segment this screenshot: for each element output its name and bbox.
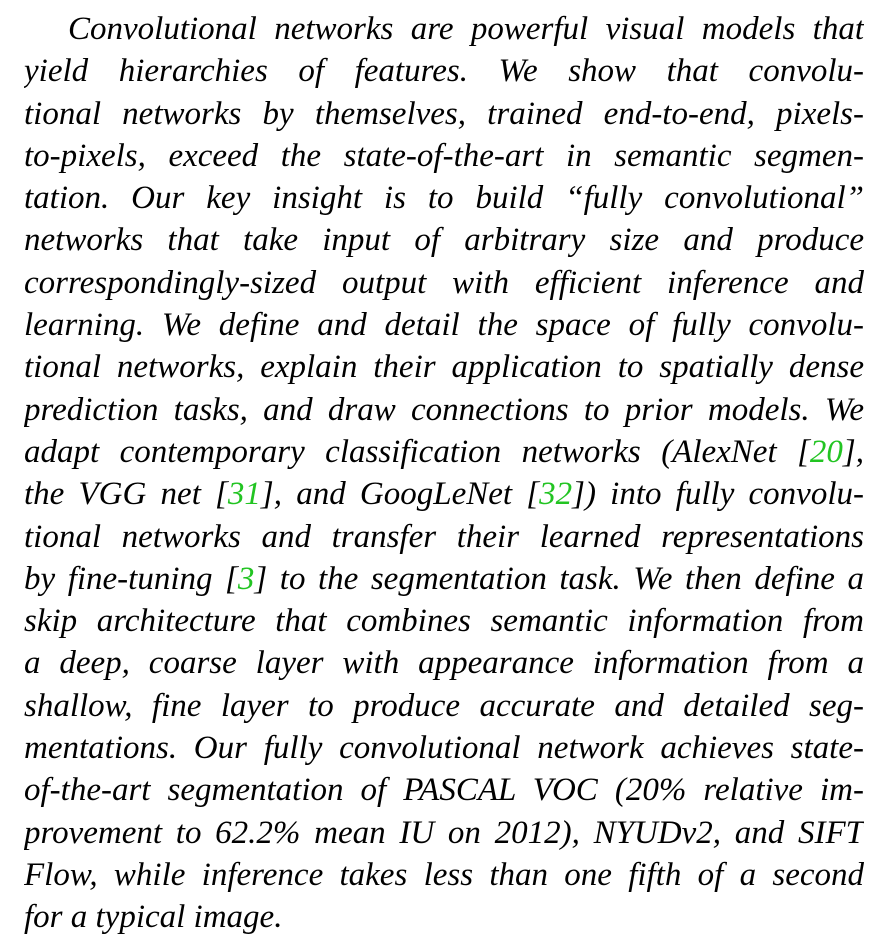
abstract-paragraph: Convolutional networks are powerful visu… — [24, 8, 864, 939]
text-line: skip architecture that combines semantic… — [24, 603, 864, 640]
text-line: to-pixels, exceed the state-of-the-art i… — [24, 137, 864, 174]
citation-link-32[interactable]: 32 — [539, 476, 573, 513]
text-line: mentations. Our fully convolutional netw… — [24, 730, 864, 767]
text-line: a deep, coarse layer with appearance inf… — [24, 645, 864, 682]
text-line: Flow, while inference takes less than on… — [24, 856, 864, 893]
citation-link-20[interactable]: 20 — [809, 433, 843, 470]
text-fragment: ]) into fully convolu- — [572, 476, 864, 513]
text-fragment: ], and GoogLeNet [ — [260, 476, 540, 513]
text-line: provement to 62.2% mean IU on 2012), NYU… — [24, 814, 864, 851]
text-fragment: ], — [842, 433, 864, 470]
citation-link-31[interactable]: 31 — [227, 476, 261, 513]
text-line: learning. We define and detail the space… — [24, 307, 864, 344]
text-line: correspondingly-sized output with effici… — [24, 264, 864, 301]
text-line: for a typical image. — [24, 899, 283, 936]
text-line: Convolutional networks are powerful visu… — [68, 11, 864, 47]
text-line: tation. Our key insight is to build “ful… — [24, 180, 864, 217]
text-line: yield hierarchies of features. We show t… — [24, 53, 864, 90]
text-line: shallow, fine layer to produce accurate … — [24, 687, 864, 724]
text-line: tional networks by themselves, trained e… — [24, 95, 864, 132]
text-line: by fine-tuning [3] to the segmentation t… — [24, 558, 864, 600]
text-line: networks that take input of arbitrary si… — [24, 222, 864, 259]
text-line: adapt contemporary classification networ… — [24, 431, 864, 473]
text-line: the VGG net [31], and GoogLeNet [32]) in… — [24, 473, 864, 515]
text-fragment: by fine-tuning [ — [24, 560, 238, 597]
text-line: tional networks and transfer their learn… — [24, 518, 864, 555]
text-fragment: ] to the segmentation task. We then defi… — [254, 560, 864, 597]
text-fragment: adapt contemporary classification networ… — [24, 433, 810, 470]
text-line: of-the-art segmentation of PASCAL VOC (2… — [24, 772, 864, 809]
text-line: prediction tasks, and draw connections t… — [24, 391, 864, 428]
text-fragment: the VGG net [ — [24, 476, 228, 513]
citation-link-3[interactable]: 3 — [237, 560, 255, 597]
text-line: tional networks, explain their applicati… — [24, 349, 864, 386]
